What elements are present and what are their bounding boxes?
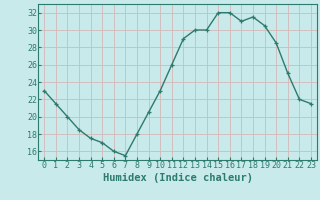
X-axis label: Humidex (Indice chaleur): Humidex (Indice chaleur) [103, 173, 252, 183]
